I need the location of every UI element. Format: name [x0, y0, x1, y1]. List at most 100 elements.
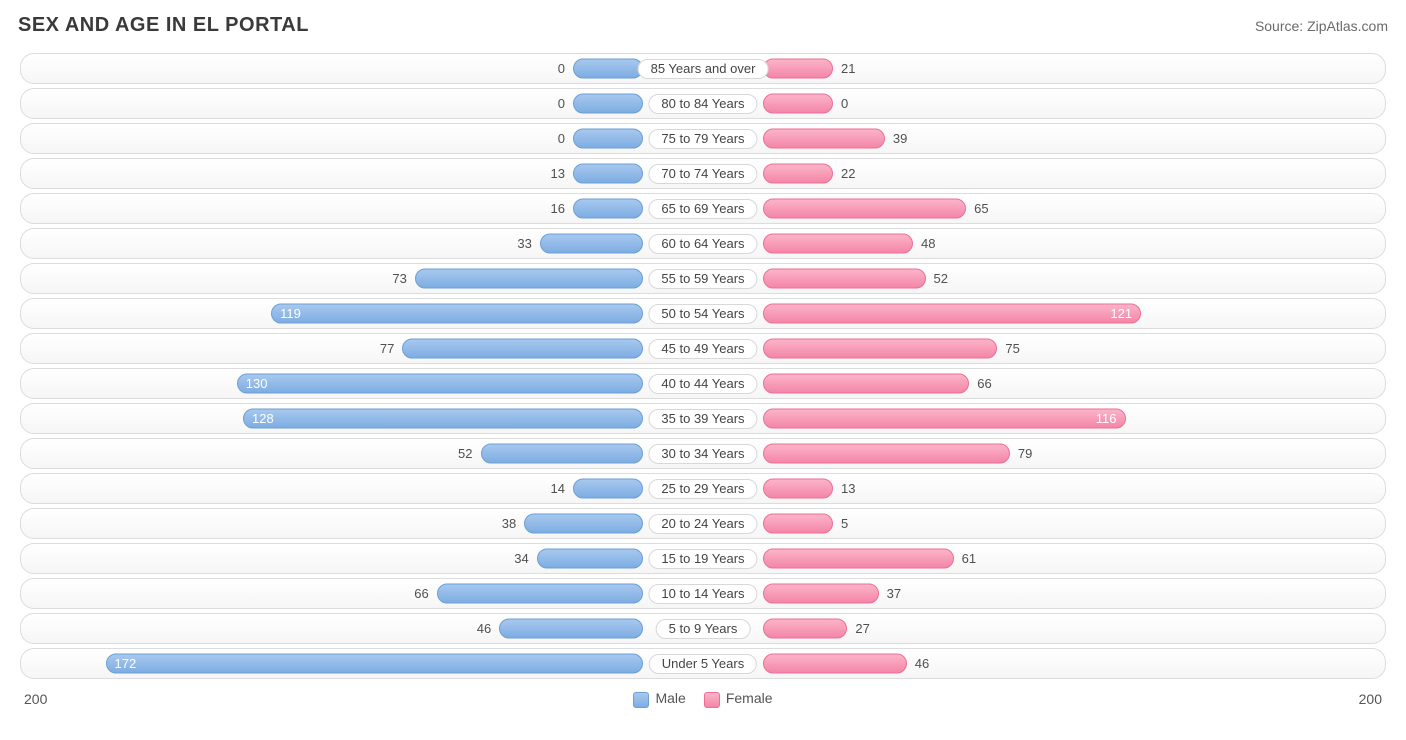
female-half: 5	[703, 506, 1388, 541]
male-bar: 128	[243, 409, 643, 429]
female-value: 116	[1096, 411, 1117, 426]
chart-row: 119 121 50 to 54 Years	[18, 296, 1388, 331]
category-pill: 30 to 34 Years	[648, 444, 757, 464]
male-value: 34	[514, 551, 528, 566]
category-pill: 5 to 9 Years	[656, 619, 751, 639]
category-pill: 15 to 19 Years	[648, 549, 757, 569]
male-half: 52	[18, 436, 703, 471]
category-pill: 40 to 44 Years	[648, 374, 757, 394]
legend-item-male: Male	[633, 690, 685, 707]
category-pill: 80 to 84 Years	[648, 94, 757, 114]
legend-male-label: Male	[655, 690, 685, 706]
male-value: 13	[551, 166, 565, 181]
male-bar	[537, 549, 643, 569]
male-bar	[524, 514, 643, 534]
male-bar	[402, 339, 643, 359]
female-value: 121	[1110, 306, 1132, 321]
chart-row: 52 79 30 to 34 Years	[18, 436, 1388, 471]
female-half: 48	[703, 226, 1388, 261]
female-value: 48	[921, 236, 935, 251]
female-half: 46	[703, 646, 1388, 681]
female-value: 0	[841, 96, 848, 111]
female-value: 65	[974, 201, 988, 216]
female-half: 22	[703, 156, 1388, 191]
female-value: 79	[1018, 446, 1032, 461]
legend: Male Female	[633, 690, 772, 707]
population-pyramid: 02185 Years and over0080 to 84 Years0397…	[18, 51, 1388, 681]
male-value: 0	[558, 61, 565, 76]
male-bar	[573, 479, 643, 499]
chart-row: 13 2270 to 74 Years	[18, 156, 1388, 191]
chart-row: 77 75 45 to 49 Years	[18, 331, 1388, 366]
male-half: 13	[18, 156, 703, 191]
male-half: 38	[18, 506, 703, 541]
female-half: 65	[703, 191, 1388, 226]
female-bar	[763, 94, 833, 114]
chart-row: 34 6115 to 19 Years	[18, 541, 1388, 576]
female-bar	[763, 619, 847, 639]
female-half: 79	[703, 436, 1388, 471]
female-value: 5	[841, 516, 848, 531]
male-bar: 119	[271, 304, 643, 324]
female-half: 116	[703, 401, 1388, 436]
male-half: 77	[18, 331, 703, 366]
female-half: 75	[703, 331, 1388, 366]
chart-row: 334860 to 64 Years	[18, 226, 1388, 261]
axis-left-label: 200	[24, 691, 47, 707]
male-half: 172	[18, 646, 703, 681]
male-half: 119	[18, 296, 703, 331]
female-bar	[763, 444, 1010, 464]
female-value: 66	[977, 376, 991, 391]
female-bar: 121	[763, 304, 1141, 324]
female-half: 61	[703, 541, 1388, 576]
chart-row: 03975 to 79 Years	[18, 121, 1388, 156]
male-half: 130	[18, 366, 703, 401]
male-value: 38	[502, 516, 516, 531]
male-bar	[573, 199, 643, 219]
male-bar	[573, 94, 643, 114]
male-value: 14	[551, 481, 565, 496]
female-value: 21	[841, 61, 855, 76]
female-bar	[763, 654, 907, 674]
category-pill: 70 to 74 Years	[648, 164, 757, 184]
category-pill: Under 5 Years	[649, 654, 757, 674]
chart-row: 46275 to 9 Years	[18, 611, 1388, 646]
female-half: 39	[703, 121, 1388, 156]
legend-item-female: Female	[704, 690, 773, 707]
female-bar	[763, 584, 879, 604]
female-value: 46	[915, 656, 929, 671]
category-pill: 50 to 54 Years	[648, 304, 757, 324]
chart-row: 128 116 35 to 39 Years	[18, 401, 1388, 436]
male-half: 0	[18, 51, 703, 86]
category-pill: 20 to 24 Years	[648, 514, 757, 534]
category-pill: 45 to 49 Years	[648, 339, 757, 359]
female-half: 52	[703, 261, 1388, 296]
female-half: 37	[703, 576, 1388, 611]
male-half: 34	[18, 541, 703, 576]
category-pill: 65 to 69 Years	[648, 199, 757, 219]
male-value: 130	[246, 376, 268, 391]
female-half: 121	[703, 296, 1388, 331]
male-bar	[415, 269, 643, 289]
category-pill: 35 to 39 Years	[648, 409, 757, 429]
female-bar	[763, 59, 833, 79]
chart-row: 166565 to 69 Years	[18, 191, 1388, 226]
female-value: 52	[934, 271, 948, 286]
female-value: 75	[1005, 341, 1019, 356]
female-bar	[763, 234, 913, 254]
chart-row: 663710 to 14 Years	[18, 576, 1388, 611]
male-value: 52	[458, 446, 472, 461]
male-bar: 130	[237, 374, 643, 394]
female-bar: 116	[763, 409, 1126, 429]
male-value: 46	[477, 621, 491, 636]
female-value: 39	[893, 131, 907, 146]
female-swatch-icon	[704, 692, 720, 708]
male-value: 77	[380, 341, 394, 356]
male-bar	[573, 164, 643, 184]
male-value: 33	[517, 236, 531, 251]
chart-footer: 200 Male Female 200	[18, 687, 1388, 711]
chart-source: Source: ZipAtlas.com	[1255, 18, 1388, 34]
chart-title: SEX AND AGE IN EL PORTAL	[18, 14, 309, 37]
male-bar	[437, 584, 643, 604]
female-bar	[763, 374, 969, 394]
